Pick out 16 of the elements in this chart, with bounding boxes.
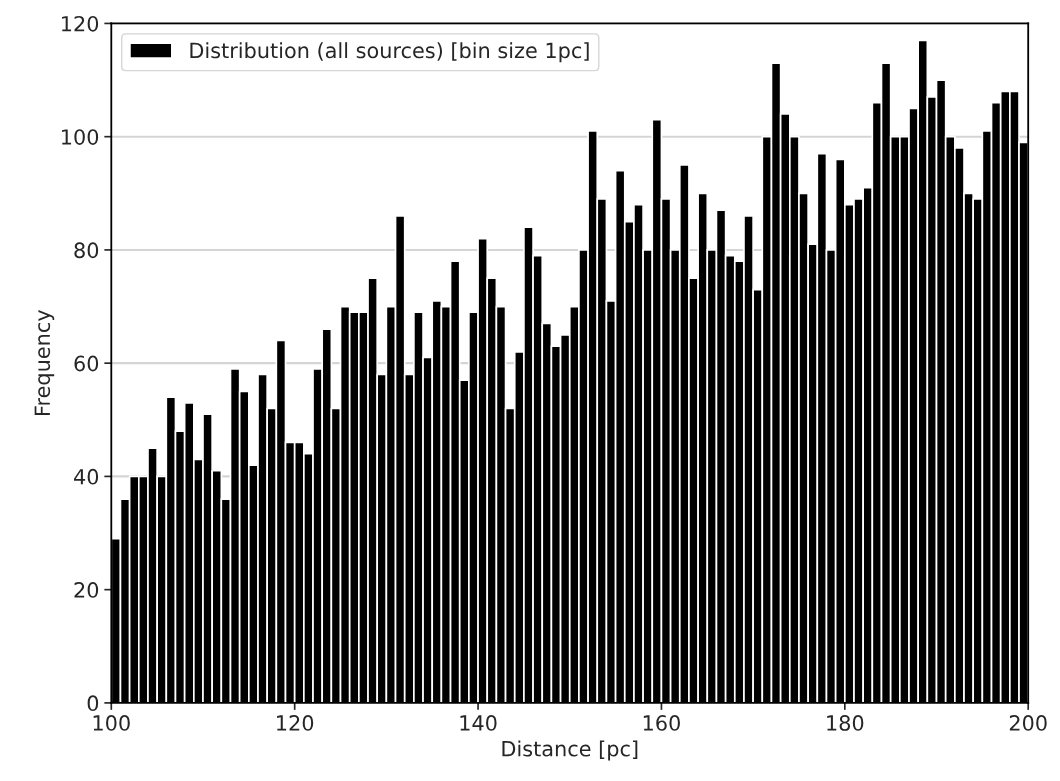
x-tick-label: 180 <box>827 715 864 731</box>
y-tick-label: 40 <box>74 468 99 485</box>
x-tick-label: 120 <box>277 715 314 731</box>
y-tick-label: 60 <box>74 355 99 372</box>
x-axis-title: Distance [pc] <box>502 740 638 761</box>
y-tick-label: 120 <box>62 15 99 32</box>
x-tick-label: 100 <box>93 715 130 731</box>
y-tick-label: 100 <box>62 129 99 145</box>
y-axis-title: Frequency <box>34 309 55 415</box>
x-tick-label: 160 <box>643 715 680 731</box>
y-tick-label: 80 <box>74 242 99 259</box>
x-tick-label: 200 <box>1009 715 1047 731</box>
y-tick-label: 20 <box>74 582 99 598</box>
y-tick-label: 0 <box>87 695 99 712</box>
legend-label: Distribution (all sources) [bin size 1pc] <box>190 42 589 63</box>
x-tick-label: 140 <box>460 715 497 731</box>
